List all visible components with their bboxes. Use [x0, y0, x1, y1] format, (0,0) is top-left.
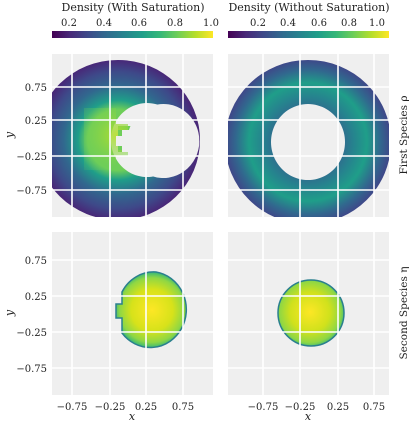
yticks-top: 0.75 0.25 −0.25 −0.75 — [16, 83, 47, 197]
ylabel-top: y — [3, 131, 16, 139]
colorbar-left-gradient — [52, 31, 213, 38]
heatmap-bottom-left — [115, 271, 187, 349]
colorbar-right-tick: 0.8 — [341, 18, 357, 29]
grid-top-right — [228, 54, 389, 217]
grid-bottom-left — [52, 232, 213, 395]
xlabel-bottom-right: x — [305, 410, 312, 423]
xtick-label: 0.25 — [327, 402, 349, 413]
ytick-label: 0.25 — [25, 116, 47, 127]
grid-top-left — [52, 54, 213, 217]
colorbar-left-tick: 1.0 — [203, 18, 219, 29]
ytick-label: 0.75 — [25, 256, 47, 267]
colorbar-right-gradient — [228, 31, 389, 38]
heatmap-top-right — [228, 60, 389, 217]
colorbar-right-ticklabels: 0.2 0.4 0.6 0.8 1.0 — [250, 18, 385, 29]
colorbar-right-label: Density (Without Saturation) — [228, 1, 389, 14]
row-label-second-species: Second Species η — [398, 266, 410, 359]
ytick-label: 0.75 — [25, 83, 47, 94]
grid-bottom-right — [228, 232, 389, 395]
row-label-first-species: First Species ρ — [398, 95, 410, 174]
yticks-bottom: 0.75 0.25 −0.25 −0.75 — [16, 256, 47, 375]
ytick-label: −0.75 — [16, 364, 47, 375]
xtick-label: 0.75 — [363, 402, 385, 413]
xticks-bottom-left: −0.75 −0.25 0.25 0.75 — [57, 402, 194, 413]
xtick-label: −0.25 — [95, 402, 126, 413]
ytick-label: 0.25 — [25, 292, 47, 303]
colorbar-left-tick: 0.8 — [167, 18, 183, 29]
colorbar-right-tick: 0.4 — [280, 18, 296, 29]
colorbar-right-tick: 0.2 — [250, 18, 266, 29]
xticks-bottom-right: −0.75 −0.25 0.25 0.75 — [248, 402, 385, 413]
colorbar-left-tick: 0.6 — [131, 18, 147, 29]
heatmap-top-left — [52, 60, 200, 217]
colorbar-right: Density (Without Saturation) 0.2 0.4 0.6… — [228, 1, 390, 38]
colorbar-left-tick: 0.4 — [96, 18, 112, 29]
xtick-label: −0.75 — [248, 402, 279, 413]
ytick-label: −0.25 — [16, 328, 47, 339]
density-disk-unsaturated — [277, 279, 345, 347]
xtick-label: −0.25 — [285, 402, 316, 413]
colorbar-left: Density (With Saturation) 0.2 0.4 0.6 0.… — [52, 1, 219, 38]
density-disk-saturated — [115, 271, 187, 349]
ylabel-bottom: y — [3, 309, 16, 317]
ytick-label: −0.75 — [16, 186, 47, 197]
density-ring-unsaturated — [228, 60, 389, 217]
colorbar-left-ticklabels: 0.2 0.4 0.6 0.8 1.0 — [61, 18, 219, 29]
colorbar-right-tick: 1.0 — [369, 18, 385, 29]
colorbar-left-label: Density (With Saturation) — [62, 1, 205, 14]
ring-hole-saturated — [116, 104, 200, 178]
heatmap-bottom-right — [277, 279, 345, 347]
xtick-label: 0.75 — [172, 402, 194, 413]
ytick-label: −0.25 — [16, 152, 47, 163]
colorbar-left-tick: 0.2 — [61, 18, 77, 29]
xtick-label: −0.75 — [57, 402, 88, 413]
xtick-label: 0.25 — [135, 402, 157, 413]
xlabel-bottom-left: x — [129, 410, 136, 423]
density-ring-saturated-glow — [84, 108, 128, 170]
colorbar-right-tick: 0.6 — [311, 18, 327, 29]
